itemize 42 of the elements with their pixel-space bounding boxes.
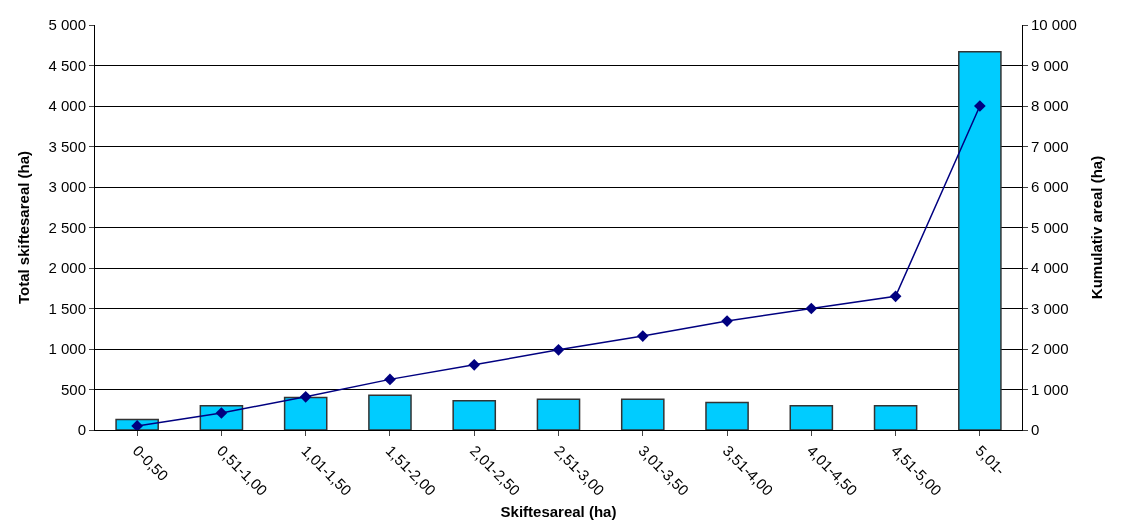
bar bbox=[620, 398, 665, 430]
y-tick-label: 5 000 bbox=[48, 16, 86, 34]
y2-tick-label: 0 bbox=[1031, 421, 1040, 439]
point bbox=[384, 373, 396, 386]
y-axis-title: Total skiftesareal (ha) bbox=[14, 150, 32, 305]
point bbox=[299, 390, 312, 403]
y2-axis-title: Kumulativ areal (ha) bbox=[1087, 155, 1105, 300]
point bbox=[805, 302, 818, 315]
bar bbox=[873, 404, 918, 430]
bar bbox=[705, 401, 749, 430]
bar bbox=[789, 404, 834, 430]
y2-tick-label: 6 000 bbox=[1031, 178, 1069, 196]
bar bbox=[283, 396, 328, 430]
y2-tick-label: 7 000 bbox=[1031, 137, 1069, 155]
y-tick-label: 1 000 bbox=[48, 340, 86, 358]
point bbox=[889, 290, 902, 303]
y-tick-label: 4 500 bbox=[48, 56, 86, 74]
point bbox=[636, 330, 649, 342]
y-tick-label: 3 500 bbox=[48, 137, 86, 155]
y2-tick-label: 5 000 bbox=[1031, 218, 1069, 236]
bar bbox=[368, 394, 412, 430]
bar bbox=[536, 398, 581, 430]
bar bbox=[958, 50, 1002, 430]
y2-tick-label: 10 000 bbox=[1031, 16, 1077, 34]
y-tick-label: 2 000 bbox=[48, 259, 86, 277]
y-tick-label: 4 000 bbox=[48, 97, 86, 115]
point bbox=[552, 343, 565, 356]
y-tick-label: 3 000 bbox=[48, 178, 86, 196]
y-tick-label: 500 bbox=[60, 380, 86, 398]
y2-tick-label: 2 000 bbox=[1031, 340, 1069, 358]
point bbox=[468, 358, 481, 371]
y2-tick-label: 4 000 bbox=[1031, 259, 1069, 277]
point bbox=[131, 420, 143, 430]
bar bbox=[452, 400, 497, 430]
y2-tick-label: 8 000 bbox=[1031, 97, 1069, 115]
y-tick-label: 0 bbox=[77, 421, 86, 439]
y-tick-label: 2 500 bbox=[48, 218, 86, 236]
y2-tick-label: 3 000 bbox=[1031, 299, 1069, 317]
y2-tick-label: 9 000 bbox=[1031, 56, 1069, 74]
y-tick-label: 1 500 bbox=[48, 299, 86, 317]
x-axis-title: Skiftesareal (ha) bbox=[500, 502, 617, 520]
y2-tick-label: 1 000 bbox=[1031, 380, 1069, 398]
